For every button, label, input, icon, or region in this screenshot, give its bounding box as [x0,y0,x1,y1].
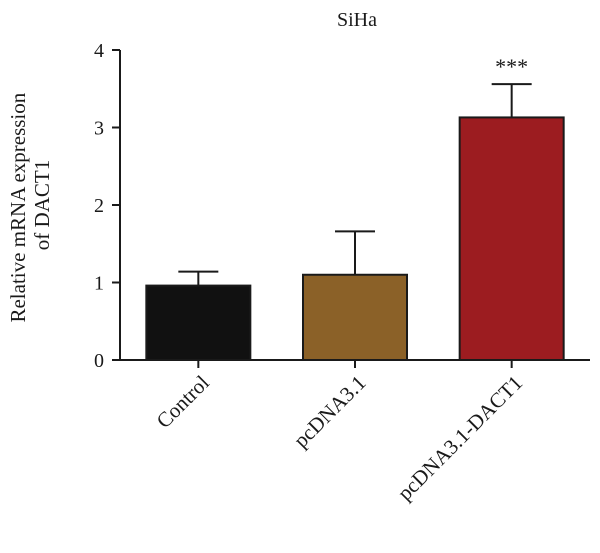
category-labels: Control pcDNA3.1 pcDNA3.1-DACT1 [152,370,528,505]
y-tick-label: 3 [94,118,104,140]
bar [145,284,252,362]
y-tick-label: 1 [94,273,104,295]
bar [302,273,408,361]
bars [145,116,565,362]
bar [458,116,565,361]
x-tick-label: pcDNA3.1-DACT1 [393,371,528,506]
significance-label: *** [495,54,528,79]
error-bars: *** [178,54,532,286]
chart-title: SiHa [337,9,377,31]
y-axis-label-line-2: of DACT1 [30,160,54,250]
y-tick-label: 0 [94,350,104,372]
y-tick-label: 4 [94,40,104,62]
y-tick-label: 2 [94,195,104,217]
x-tick-label: pcDNA3.1 [289,371,371,453]
y-axis-label: Relative mRNA expression of DACT1 [6,87,54,322]
x-tick-label: Control [152,370,214,432]
y-axis-label-line-1: Relative mRNA expression [6,92,30,322]
